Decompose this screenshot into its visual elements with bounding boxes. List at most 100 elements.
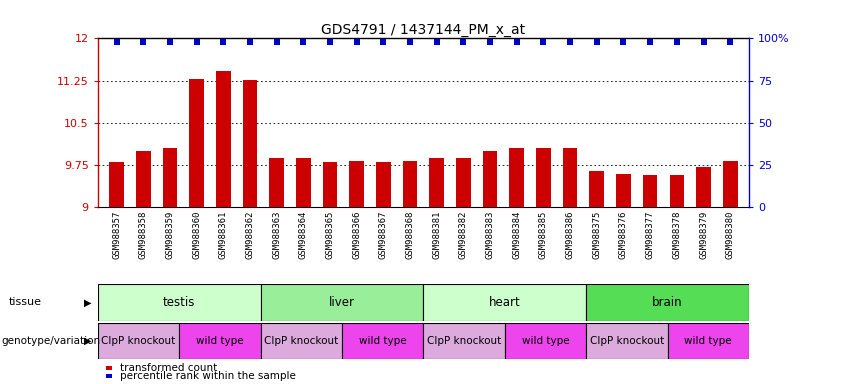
Point [163,39,177,45]
Bar [98,323,180,359]
Bar [323,162,337,207]
Bar [505,323,586,359]
Text: GSM988357: GSM988357 [112,211,121,259]
Point [457,39,471,45]
Bar [510,148,524,207]
Text: ▶: ▶ [83,297,91,308]
Text: GSM988378: GSM988378 [672,211,682,259]
Text: GSM988386: GSM988386 [566,211,574,259]
Text: transformed count: transformed count [120,363,217,373]
Bar [349,161,364,207]
Point [697,39,711,45]
Bar [424,323,505,359]
Text: GSM988362: GSM988362 [245,211,254,259]
Point [323,39,337,45]
Bar [189,79,204,207]
Point [376,39,390,45]
Text: GSM988360: GSM988360 [192,211,201,259]
Text: ClpP knockout: ClpP knockout [427,336,501,346]
Text: heart: heart [488,296,521,309]
Bar [163,148,177,207]
Text: wild type: wild type [522,336,569,346]
Bar [536,148,551,207]
Point [537,39,551,45]
Text: GSM988364: GSM988364 [299,211,308,259]
Point [403,39,417,45]
Point [136,39,150,45]
Text: ▶: ▶ [83,336,91,346]
Bar [586,284,749,321]
Text: liver: liver [329,296,355,309]
Point [216,39,230,45]
Bar [180,323,260,359]
Text: GSM988383: GSM988383 [486,211,494,259]
Point [617,39,631,45]
Point [483,39,497,45]
Bar [667,323,749,359]
Text: percentile rank within the sample: percentile rank within the sample [120,371,296,381]
Bar [403,161,417,207]
Text: GSM988379: GSM988379 [699,211,708,259]
Bar [456,158,471,207]
Bar [696,167,711,207]
Bar [430,158,444,207]
Text: GSM988363: GSM988363 [272,211,281,259]
Bar [296,158,311,207]
Point [190,39,203,45]
Bar [586,323,667,359]
Point [563,39,577,45]
Title: GDS4791 / 1437144_PM_x_at: GDS4791 / 1437144_PM_x_at [322,23,525,37]
Point [643,39,657,45]
Bar [260,284,423,321]
Text: GSM988358: GSM988358 [139,211,148,259]
Text: GSM988366: GSM988366 [352,211,361,259]
Text: ClpP knockout: ClpP knockout [101,336,175,346]
Point [590,39,603,45]
Text: GSM988367: GSM988367 [379,211,388,259]
Text: GSM988384: GSM988384 [512,211,522,259]
Point [243,39,257,45]
Point [670,39,683,45]
Bar [260,323,342,359]
Text: testis: testis [163,296,196,309]
Point [430,39,443,45]
Bar [616,174,631,207]
Text: genotype/variation: genotype/variation [2,336,100,346]
Text: tissue: tissue [9,297,42,308]
Text: GSM988376: GSM988376 [619,211,628,259]
Bar [98,284,260,321]
Text: GSM988385: GSM988385 [539,211,548,259]
Text: brain: brain [652,296,683,309]
Bar [424,284,586,321]
Text: GSM988381: GSM988381 [432,211,441,259]
Bar [109,162,124,207]
Text: GSM988382: GSM988382 [459,211,468,259]
Point [510,39,523,45]
Point [296,39,310,45]
Text: wild type: wild type [359,336,407,346]
Text: GSM988365: GSM988365 [325,211,334,259]
Bar [342,323,424,359]
Bar [376,162,391,207]
Text: wild type: wild type [196,336,243,346]
Point [723,39,737,45]
Text: GSM988380: GSM988380 [726,211,734,259]
Text: wild type: wild type [684,336,732,346]
Bar [136,151,151,207]
Point [270,39,283,45]
Bar [269,158,284,207]
Point [350,39,363,45]
Bar [483,151,498,207]
Bar [590,171,604,207]
Point [110,39,123,45]
Bar [216,71,231,207]
Text: ClpP knockout: ClpP knockout [590,336,664,346]
Text: GSM988359: GSM988359 [165,211,174,259]
Bar [243,79,257,207]
Text: GSM988368: GSM988368 [406,211,414,259]
Bar [670,175,684,207]
Text: GSM988361: GSM988361 [219,211,228,259]
Bar [643,175,658,207]
Text: ClpP knockout: ClpP knockout [264,336,339,346]
Text: GSM988375: GSM988375 [592,211,602,259]
